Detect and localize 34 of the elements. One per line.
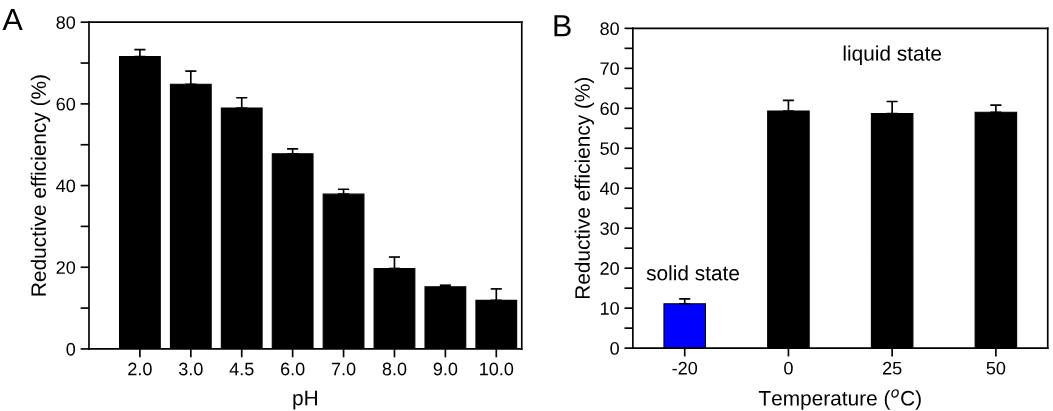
y-tick-label: 0 [610, 342, 619, 355]
x-tick-label: -20 [672, 361, 698, 375]
y-tick-label: 20 [600, 262, 619, 275]
annotation: liquid state [843, 45, 942, 65]
x-tick-label: 7.0 [331, 362, 356, 376]
y-tick-label: 50 [600, 142, 619, 155]
y-tick-label: 60 [600, 102, 619, 116]
y-tick-label: 10 [600, 302, 619, 315]
y-tick-label: 80 [600, 22, 619, 36]
x-tick-label: 25 [883, 361, 902, 375]
x-tick-label: 9.0 [433, 362, 458, 376]
y-axis-title: Reductive efficiency (%) [574, 77, 595, 299]
y-tick-label: 20 [56, 261, 76, 274]
chart-title: A [2, 9, 23, 31]
x-tick-label: 50 [986, 361, 1006, 375]
y-tick-label: 40 [56, 179, 76, 193]
y-tick-label: 40 [599, 182, 619, 195]
x-tick-label: 2.0 [128, 362, 152, 376]
x-axis-title: Temperature ($^{o}$C) [758, 389, 921, 410]
x-tick-label: 4.5 [229, 362, 254, 376]
y-tick-label: 60 [56, 97, 76, 111]
y-axis-title: Reductive efficiency (%) [30, 75, 51, 296]
y-tick-label: 30 [600, 222, 619, 235]
y-tick-label: 0 [66, 342, 76, 356]
x-tick-label: 10.0 [480, 362, 514, 376]
x-tick-label: 0 [784, 361, 793, 375]
y-tick-label: 70 [600, 62, 619, 76]
annotation: solid state [646, 265, 739, 281]
y-tick-label: 80 [56, 16, 76, 29]
x-axis-title: pH [293, 390, 317, 410]
x-tick-label: 3.0 [178, 362, 203, 376]
x-tick-label: 6.0 [281, 362, 305, 376]
chart-title: B [554, 15, 571, 37]
x-tick-label: 8.0 [382, 362, 407, 376]
